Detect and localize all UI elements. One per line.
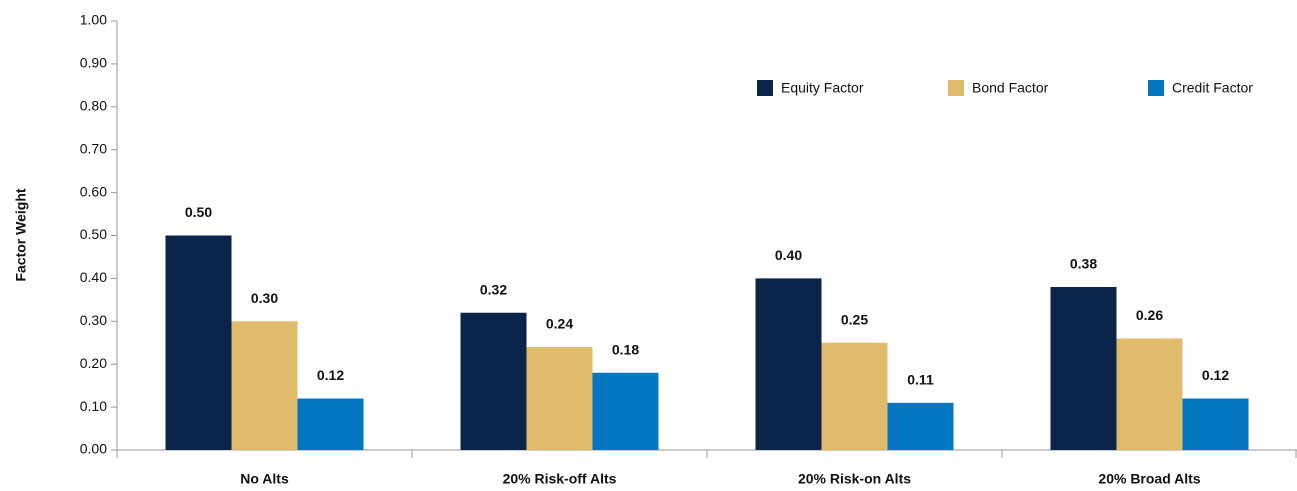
bar <box>887 402 954 450</box>
bar <box>1050 286 1117 450</box>
bar <box>297 398 364 450</box>
y-tick-label: 0.70 <box>80 140 107 156</box>
x-tick-label: 20% Broad Alts <box>1098 471 1200 487</box>
y-tick-label: 0.10 <box>80 398 107 414</box>
value-label: 0.24 <box>546 316 573 332</box>
bar <box>1182 398 1249 450</box>
value-label: 0.26 <box>1136 307 1163 323</box>
x-tick-label: 20% Risk-on Alts <box>798 471 911 487</box>
y-tick-label: 0.40 <box>80 269 107 285</box>
legend-swatch <box>948 80 964 96</box>
bar <box>821 342 888 450</box>
legend-swatch <box>757 80 773 96</box>
y-axis-label: Factor Weight <box>13 188 29 281</box>
bar <box>165 235 232 450</box>
legend-label: Equity Factor <box>781 80 864 96</box>
y-tick-label: 0.20 <box>80 355 107 371</box>
bar <box>755 278 822 450</box>
y-tick-label: 0.30 <box>80 312 107 328</box>
value-label: 0.40 <box>775 247 802 263</box>
value-label: 0.38 <box>1070 256 1097 272</box>
legend-label: Bond Factor <box>972 80 1049 96</box>
legend-label: Credit Factor <box>1172 80 1253 96</box>
y-tick-label: 0.90 <box>80 55 107 71</box>
value-label: 0.11 <box>907 372 934 388</box>
x-tick-label: 20% Risk-off Alts <box>503 471 617 487</box>
value-label: 0.30 <box>251 290 278 306</box>
value-label: 0.25 <box>841 311 868 327</box>
legend-swatch <box>1148 80 1164 96</box>
value-label: 0.18 <box>612 341 639 357</box>
value-label: 0.32 <box>480 281 507 297</box>
bar <box>1116 338 1183 450</box>
bar <box>526 347 593 450</box>
y-tick-label: 0.50 <box>80 226 107 242</box>
bar <box>231 321 298 450</box>
bar <box>460 312 527 450</box>
y-tick-label: 1.00 <box>80 12 107 28</box>
value-label: 0.12 <box>317 367 344 383</box>
x-tick-label: No Alts <box>240 471 289 487</box>
y-tick-label: 0.60 <box>80 183 107 199</box>
value-label: 0.12 <box>1202 367 1229 383</box>
value-label: 0.50 <box>185 204 212 220</box>
y-tick-label: 0.00 <box>80 441 107 457</box>
bar <box>592 372 659 450</box>
y-tick-label: 0.80 <box>80 98 107 114</box>
